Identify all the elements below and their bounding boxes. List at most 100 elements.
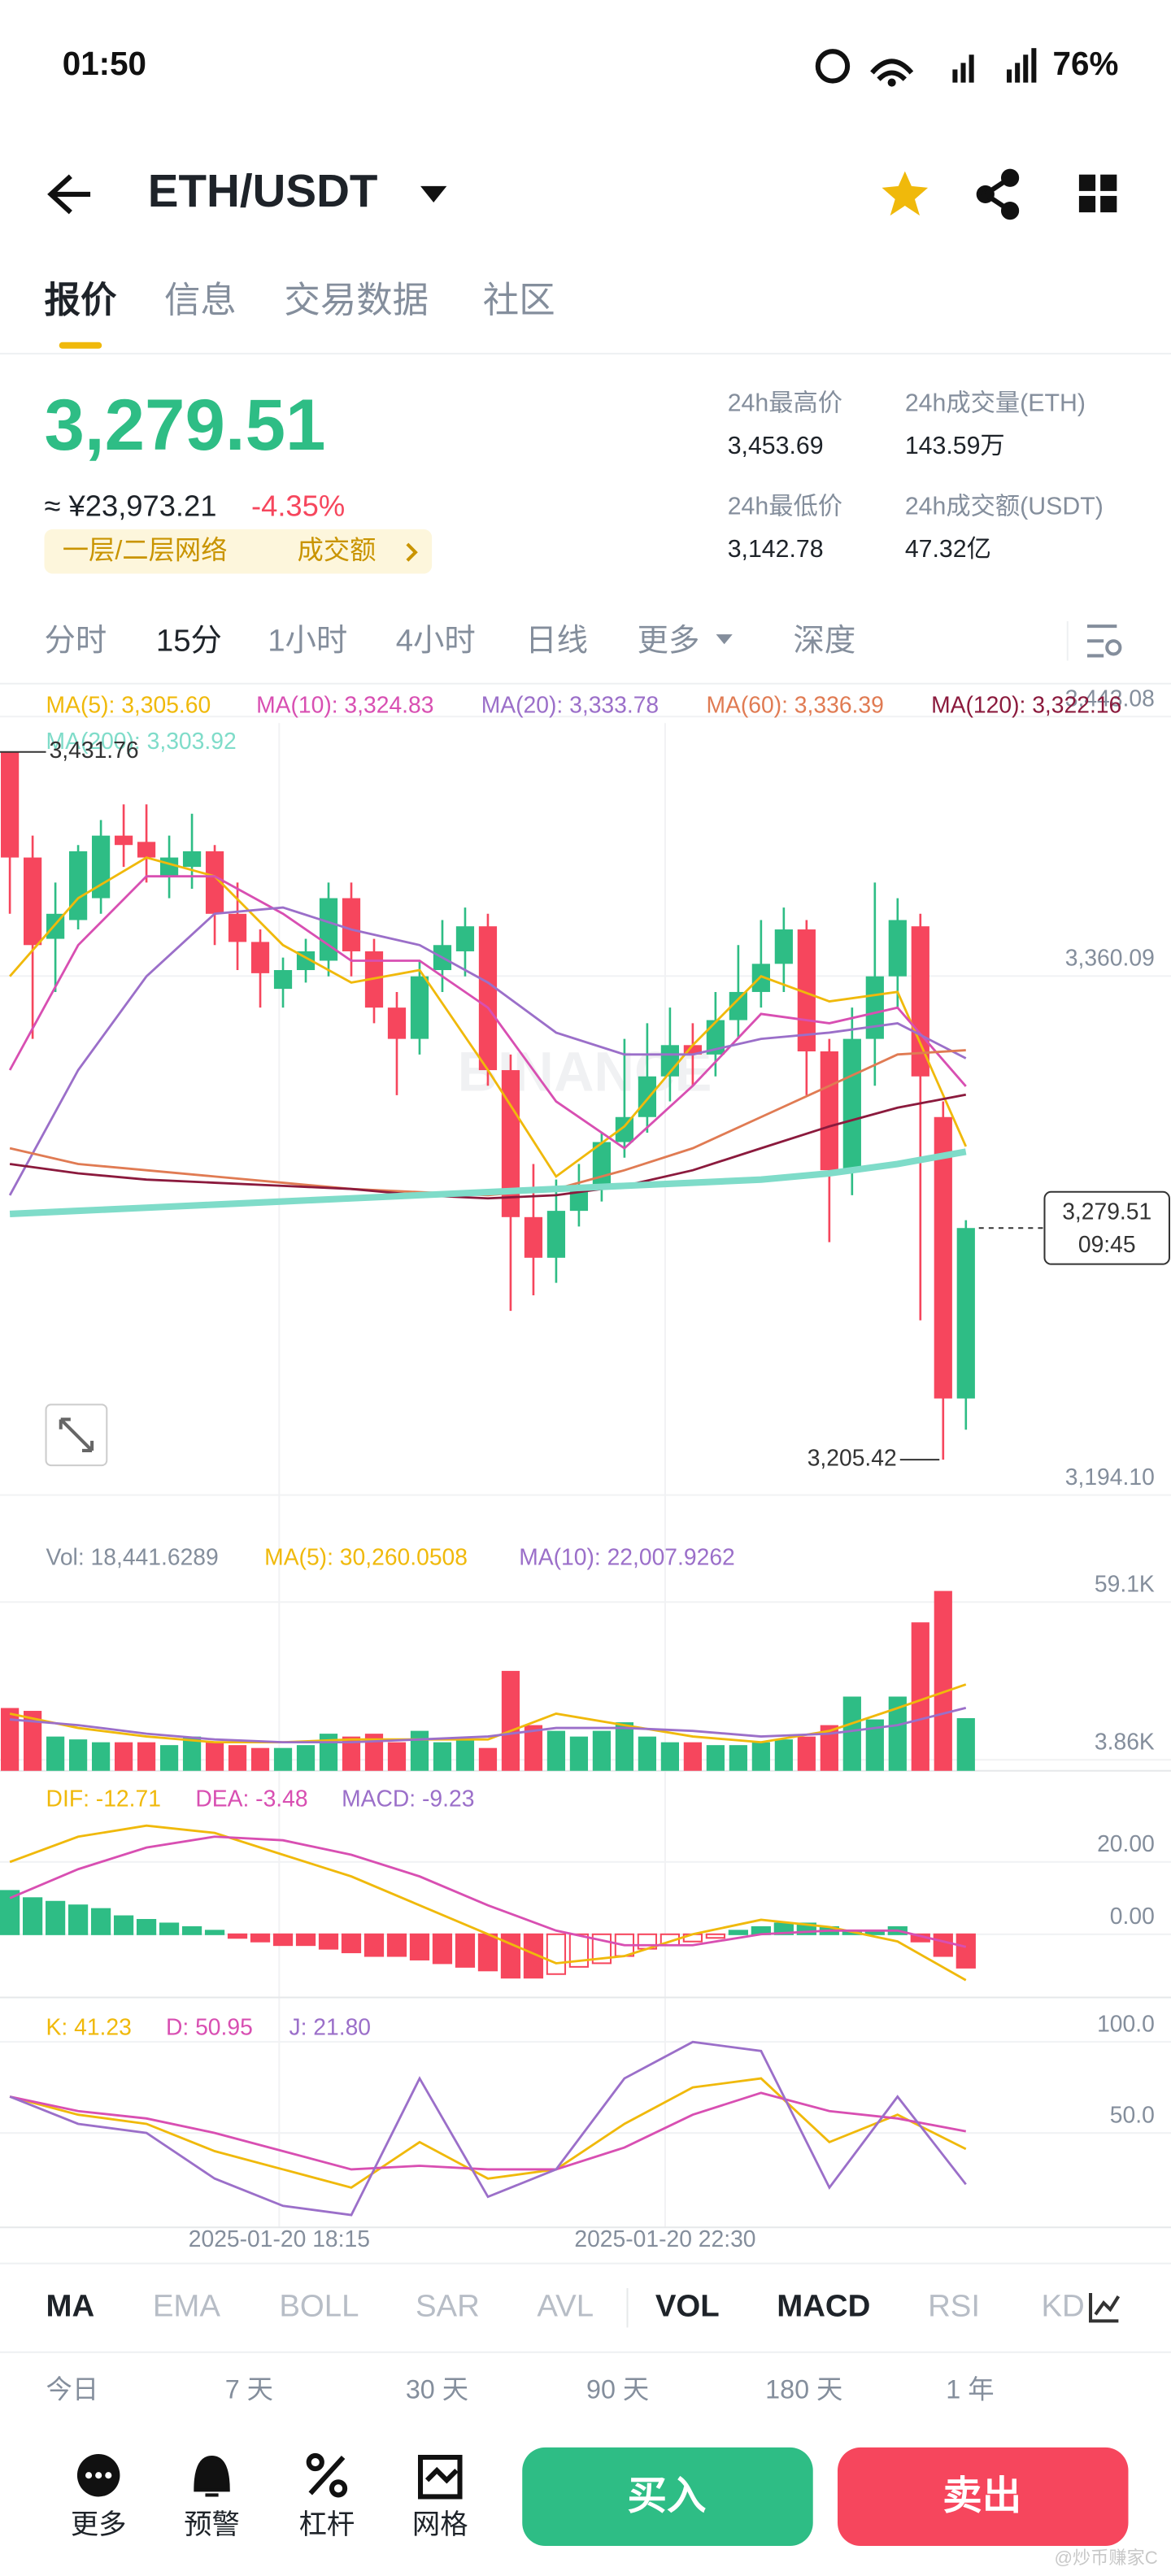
indicator-tab[interactable]: MACD bbox=[777, 2288, 870, 2323]
back-button[interactable] bbox=[47, 174, 91, 215]
range-tab[interactable]: 180 天 bbox=[765, 2375, 842, 2404]
last-price: 3,279.51 bbox=[45, 385, 326, 465]
timeframe[interactable]: 更多 bbox=[638, 623, 700, 658]
candle-body bbox=[820, 1051, 838, 1171]
legend-entry: MA(200): 3,303.92 bbox=[46, 728, 237, 754]
tag[interactable]: 一层/二层网络 bbox=[63, 536, 228, 565]
indicator-tab[interactable]: EMA bbox=[153, 2288, 221, 2323]
volume-bar bbox=[228, 1745, 247, 1771]
timeframe[interactable]: 深度 bbox=[793, 623, 855, 658]
stat-label: 24h成交额(USDT) bbox=[905, 493, 1104, 520]
candle-body bbox=[524, 1216, 543, 1258]
indicator-tab[interactable]: VOL bbox=[655, 2288, 720, 2323]
candle-body bbox=[683, 1045, 702, 1055]
timeframe[interactable]: 15分 bbox=[156, 623, 222, 658]
indicator-line bbox=[8, 906, 967, 1196]
legend-entry: MA(10): 3,324.83 bbox=[256, 692, 433, 718]
y-tick-label: 100.0 bbox=[1097, 2010, 1155, 2036]
tab[interactable]: 报价 bbox=[45, 281, 117, 320]
nav-label[interactable]: 杠杆 bbox=[299, 2509, 355, 2540]
nav-label[interactable]: 网格 bbox=[412, 2509, 468, 2540]
timeframe[interactable]: 日线 bbox=[525, 623, 588, 658]
macd-bar bbox=[318, 1933, 339, 1950]
indicator-tab[interactable]: BOLL bbox=[279, 2288, 359, 2323]
indicator-line bbox=[9, 1148, 967, 1217]
volume-bar bbox=[751, 1742, 770, 1771]
range-tab[interactable]: 30 天 bbox=[406, 2375, 468, 2404]
macd-bar bbox=[705, 1933, 725, 1939]
volume-bar bbox=[524, 1725, 543, 1771]
range-tab[interactable]: 1 年 bbox=[946, 2375, 994, 2404]
candle-body bbox=[546, 1211, 566, 1258]
favorite-star[interactable] bbox=[882, 171, 929, 216]
indicator-tab[interactable]: RSI bbox=[928, 2288, 980, 2323]
volume-bar bbox=[182, 1736, 202, 1771]
candle-body bbox=[114, 835, 133, 846]
volume-bar bbox=[934, 1590, 952, 1771]
volume-bar bbox=[478, 1747, 498, 1771]
candle-body bbox=[455, 926, 475, 951]
volume-bar bbox=[729, 1745, 747, 1771]
indicator-tab[interactable]: KD bbox=[1041, 2288, 1084, 2323]
y-tick-label: 3,443.08 bbox=[1065, 685, 1155, 711]
range-tab[interactable]: 今日 bbox=[46, 2375, 99, 2404]
buy-button[interactable] bbox=[522, 2447, 813, 2547]
sell-button[interactable] bbox=[838, 2447, 1129, 2547]
tag-box[interactable] bbox=[44, 529, 433, 574]
indicator-line bbox=[9, 2077, 967, 2189]
macd-bar bbox=[432, 1933, 453, 1965]
candle-body bbox=[319, 898, 338, 961]
indicator-tab[interactable]: SAR bbox=[416, 2288, 480, 2323]
tab[interactable]: 社区 bbox=[483, 281, 555, 320]
nav-icon[interactable] bbox=[194, 2455, 230, 2497]
indicator-tab[interactable]: MA bbox=[46, 2288, 95, 2323]
tag[interactable]: 成交额 bbox=[298, 536, 377, 565]
candle-body bbox=[410, 976, 429, 1039]
tab[interactable]: 信息 bbox=[164, 281, 237, 320]
legend-entry: DEA: -3.48 bbox=[195, 1786, 307, 1812]
timeframe[interactable]: 4小时 bbox=[396, 623, 476, 658]
tab[interactable]: 交易数据 bbox=[284, 281, 429, 320]
candle-body bbox=[615, 1116, 634, 1142]
tag-arrow bbox=[406, 542, 418, 562]
volume-bar bbox=[615, 1722, 634, 1771]
volume-bar bbox=[114, 1742, 133, 1771]
y-tick-label: 3,360.09 bbox=[1065, 945, 1155, 971]
battery: 76% bbox=[1053, 45, 1119, 82]
range-tab[interactable]: 90 天 bbox=[586, 2375, 649, 2404]
macd-bar bbox=[45, 1900, 66, 1935]
volume-bar bbox=[455, 1739, 475, 1771]
indicator-settings[interactable] bbox=[1089, 2293, 1121, 2323]
pair[interactable]: ETH/USDT bbox=[148, 165, 378, 216]
candle-body bbox=[956, 1228, 975, 1399]
sell-label[interactable]: 卖出 bbox=[942, 2474, 1021, 2517]
nav-icon[interactable] bbox=[308, 2455, 346, 2496]
candle-body bbox=[159, 857, 179, 877]
status-time: 01:50 bbox=[63, 45, 146, 82]
buy-label[interactable]: 买入 bbox=[627, 2474, 706, 2517]
share-button[interactable] bbox=[976, 168, 1020, 220]
layout-button[interactable] bbox=[1078, 174, 1117, 213]
timeframe[interactable]: 1小时 bbox=[268, 623, 347, 658]
volume-bar bbox=[638, 1736, 657, 1771]
timeframe[interactable]: 分时 bbox=[45, 623, 107, 658]
indicator-tab[interactable]: AVL bbox=[537, 2288, 594, 2323]
expand-icon bbox=[59, 1417, 94, 1452]
volume-bar bbox=[820, 1725, 838, 1771]
chart-settings[interactable] bbox=[1086, 624, 1122, 658]
legend-entry: J: 21.80 bbox=[289, 2013, 371, 2039]
nav-label[interactable]: 预警 bbox=[184, 2509, 240, 2540]
range-tab[interactable]: 7 天 bbox=[225, 2375, 273, 2404]
stat-label: 24h成交量(ETH) bbox=[905, 389, 1086, 416]
volume-bar bbox=[865, 1719, 884, 1771]
pair-dropdown[interactable] bbox=[420, 185, 447, 203]
volume-bar bbox=[137, 1742, 156, 1771]
nav-icon[interactable] bbox=[417, 2454, 463, 2500]
macd-bar bbox=[523, 1933, 544, 1979]
nav-label[interactable]: 更多 bbox=[71, 2509, 127, 2540]
y-tick-label: 50.0 bbox=[1110, 2101, 1155, 2127]
macd-bar bbox=[159, 1922, 180, 1935]
candle-body bbox=[387, 1007, 407, 1039]
